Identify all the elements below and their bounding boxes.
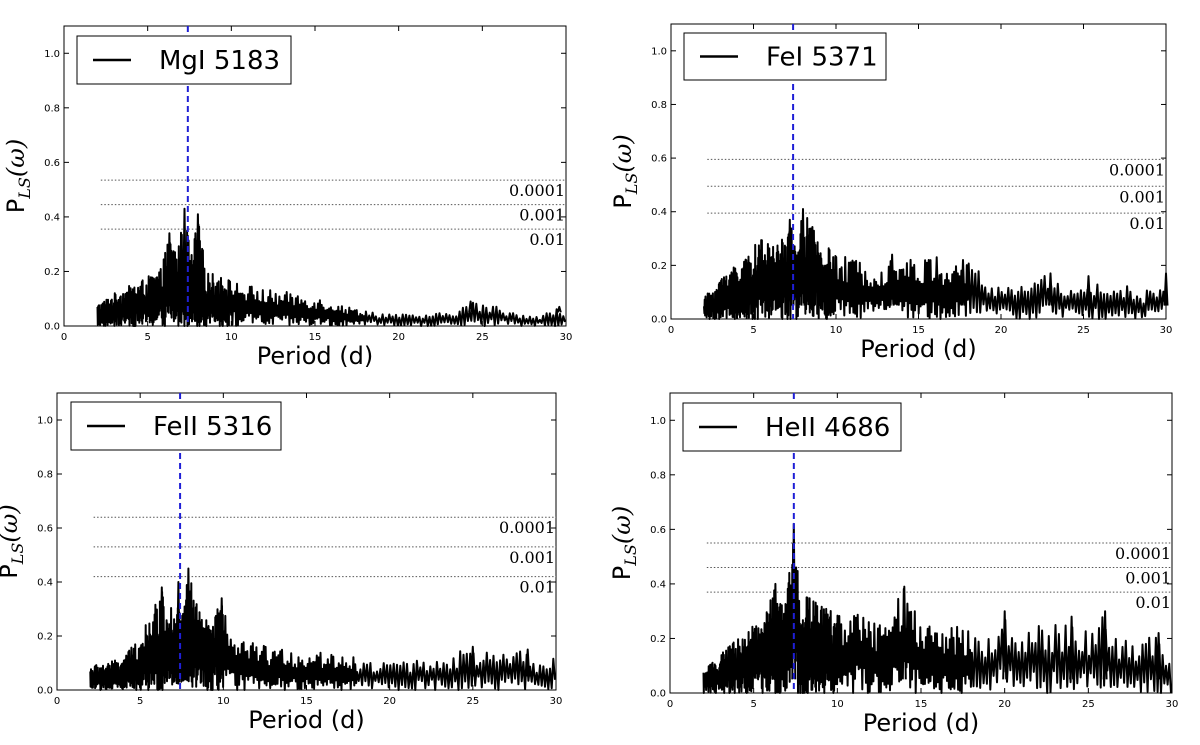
threshold-label: 0.01 [529,230,565,249]
legend-label: MgI 5183 [159,46,280,76]
y-tick-label: 0.6 [651,154,667,165]
y-tick-label: 0.8 [650,470,666,481]
x-tick-label: 15 [300,696,313,707]
y-tick-label: 0.2 [650,634,666,645]
y-tick-label: 0.6 [37,524,53,535]
y-tick-label: 0.8 [44,103,60,114]
x-tick-label: 10 [830,325,843,336]
y-tick-label: 0.0 [651,315,667,326]
x-axis-label: Period (d) [248,706,364,734]
y-tick-label: 0.2 [44,267,60,278]
y-tick-label: 0.2 [651,261,667,272]
x-axis-label: Period (d) [863,709,979,737]
x-tick-label: 20 [998,699,1011,710]
y-tick-label: 0.8 [37,470,53,481]
x-tick-label: 15 [915,699,928,710]
y-tick-label: 0.4 [650,579,666,590]
threshold-label: 0.01 [1135,593,1171,612]
y-tick-label: 1.0 [44,49,60,60]
x-tick-label: 20 [392,332,405,343]
x-tick-label: 30 [1166,699,1179,710]
periodogram-line [702,522,1172,694]
x-tick-label: 30 [1160,325,1173,336]
x-tick-label: 5 [137,696,143,707]
y-tick-label: 1.0 [651,46,667,57]
threshold-label: 0.001 [509,548,555,567]
y-tick-label: 0.0 [650,689,666,700]
y-axis-label-sub: LS [622,173,641,196]
y-tick-label: 0.4 [651,207,667,218]
chart-panel-1: 0 5 10 15 20 25 30 0.0 0.2 0.4 0.6 0.8 1.0 0.0001 0.00… [2,25,573,370]
x-tick-label: 0 [667,699,673,710]
y-axis-label: PLS(ω) [608,506,640,580]
x-axis-label: Period (d) [860,335,976,363]
x-tick-label: 15 [309,332,322,343]
y-axis-label-sub: LS [15,177,34,200]
y-axis-label: PLS(ω) [0,504,27,578]
x-tick-label: 20 [383,696,396,707]
y-axis-label-sub: LS [8,543,27,566]
threshold-label: 0.001 [1125,569,1171,588]
y-tick-label: 0.0 [44,322,60,333]
x-tick-label: 30 [560,332,573,343]
y-tick-label: 0.6 [650,525,666,536]
x-tick-label: 30 [550,696,563,707]
threshold-label: 0.0001 [1109,160,1165,179]
y-axis-label-arg: (ω) [2,139,30,177]
x-tick-label: 5 [750,325,756,336]
x-tick-label: 0 [61,332,67,343]
y-axis-label-arg: (ω) [608,506,636,544]
y-axis-label-main: P [608,566,636,580]
x-tick-label: 15 [912,325,925,336]
x-axis-label: Period (d) [257,342,373,370]
threshold-label: 0.001 [519,206,565,225]
x-tick-label: 5 [750,699,756,710]
legend-label: FeII 5316 [153,412,272,442]
y-axis-label-main: P [2,199,30,213]
y-tick-label: 0.4 [44,212,60,223]
y-tick-label: 0.6 [44,158,60,169]
threshold-label: 0.0001 [509,181,565,200]
x-tick-label: 20 [995,325,1008,336]
threshold-label: 0.01 [519,578,555,597]
x-tick-label: 25 [1082,699,1095,710]
threshold-label: 0.01 [1129,214,1165,233]
x-tick-label: 10 [217,696,230,707]
y-axis-label: PLS(ω) [2,139,34,213]
periodogram-line [89,567,556,691]
periodogram-line [96,207,566,327]
x-tick-label: 0 [668,325,674,336]
legend-label: HeII 4686 [765,413,890,443]
y-axis-label-main: P [609,194,637,208]
y-tick-label: 0.2 [37,632,53,643]
threshold-label: 0.0001 [499,518,555,537]
y-axis-label: PLS(ω) [609,134,641,208]
chart-panel-3: 0 5 10 15 20 25 30 0.0 0.2 0.4 0.6 0.8 1.0 0.0001 0.00… [0,392,563,734]
threshold-label: 0.0001 [1115,544,1171,563]
x-tick-label: 25 [466,696,479,707]
chart-panel-2: 0 5 10 15 20 25 30 0.0 0.2 0.4 0.6 0.8 1.0 0.0001 0.00… [609,23,1173,363]
y-tick-label: 0.4 [37,578,53,589]
y-axis-label-sub: LS [621,544,640,567]
y-tick-label: 1.0 [37,416,53,427]
x-tick-label: 25 [476,332,489,343]
chart-panel-4: 0 5 10 15 20 25 30 0.0 0.2 0.4 0.6 0.8 1.0 0.0001 0.00… [608,392,1179,737]
y-tick-label: 0.8 [651,100,667,111]
y-axis-label-arg: (ω) [609,134,637,172]
threshold-label: 0.001 [1119,187,1165,206]
y-axis-label-main: P [0,564,23,578]
y-tick-label: 1.0 [650,416,666,427]
legend-label: FeI 5371 [766,43,878,73]
x-tick-label: 25 [1077,325,1090,336]
y-tick-label: 0.0 [37,686,53,697]
x-tick-label: 10 [225,332,238,343]
x-tick-label: 0 [54,696,60,707]
x-tick-label: 5 [144,332,150,343]
y-axis-label-arg: (ω) [0,504,23,542]
x-tick-label: 10 [831,699,844,710]
periodogram-line [703,208,1169,320]
